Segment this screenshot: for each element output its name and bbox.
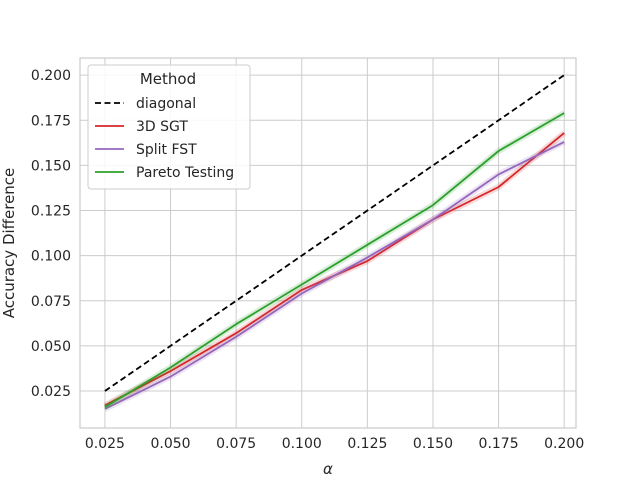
x-tick-label: 0.025 bbox=[85, 436, 125, 452]
legend-title: Method bbox=[140, 70, 196, 88]
y-tick-label: 0.125 bbox=[31, 204, 71, 220]
y-tick-label: 0.025 bbox=[31, 384, 71, 400]
legend-label-diagonal: diagonal bbox=[136, 96, 196, 112]
y-tick-label: 0.100 bbox=[31, 249, 71, 265]
legend: Method diagonal 3D SGT Split FST Pareto Tes… bbox=[87, 64, 251, 190]
series-lines bbox=[103, 74, 567, 412]
legend-label-pareto-testing: Pareto Testing bbox=[136, 165, 234, 181]
y-axis-label: Accuracy Difference bbox=[0, 168, 18, 319]
x-tick-label: 0.200 bbox=[544, 436, 584, 452]
y-tick-label: 0.200 bbox=[31, 68, 71, 84]
x-tick-label: 0.175 bbox=[479, 436, 519, 452]
y-tick-label: 0.175 bbox=[31, 113, 71, 129]
y-tick-label: 0.150 bbox=[31, 158, 71, 174]
series-line-diagonal bbox=[104, 74, 565, 392]
series-line-split-fst bbox=[104, 141, 565, 410]
x-tick-label: 0.075 bbox=[216, 436, 256, 452]
x-tick-label: 0.050 bbox=[150, 436, 190, 452]
grid bbox=[80, 58, 576, 428]
legend-label-3d-sgt: 3D SGT bbox=[136, 119, 188, 135]
series-line-pareto-testing bbox=[104, 112, 565, 408]
x-axis-label: α bbox=[323, 460, 333, 478]
y-tick-labels: 0.025 0.050 0.075 0.100 0.125 0.150 0.175 0.200 bbox=[31, 68, 71, 400]
legend-label-split-fst: Split FST bbox=[136, 142, 197, 158]
x-tick-labels: 0.025 0.050 0.075 0.100 0.125 0.150 0.175 0.200 bbox=[85, 436, 584, 452]
y-tick-label: 0.050 bbox=[31, 339, 71, 355]
x-tick-label: 0.125 bbox=[347, 436, 387, 452]
x-tick-label: 0.150 bbox=[413, 436, 453, 452]
plot-frame bbox=[79, 57, 577, 429]
legend-box bbox=[87, 64, 251, 190]
legend-items: diagonal 3D SGT Split FST Pareto Testing bbox=[95, 96, 234, 181]
y-tick-label: 0.075 bbox=[31, 294, 71, 310]
x-tick-label: 0.100 bbox=[282, 436, 322, 452]
